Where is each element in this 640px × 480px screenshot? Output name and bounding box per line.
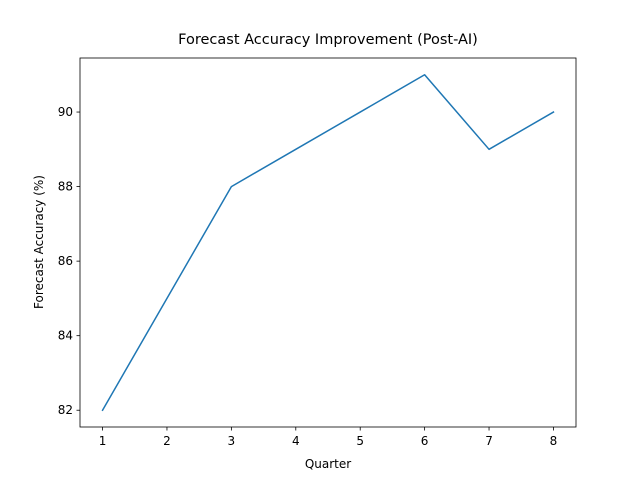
y-tick-label: 90 (58, 105, 73, 119)
x-tick-label: 3 (228, 434, 236, 448)
y-tick-label: 82 (58, 403, 73, 417)
x-tick-label: 4 (292, 434, 300, 448)
x-tick-label: 8 (550, 434, 558, 448)
x-axis-label: Quarter (305, 457, 351, 471)
y-tick-label: 88 (58, 180, 73, 194)
x-tick-label: 2 (163, 434, 171, 448)
chart-title: Forecast Accuracy Improvement (Post-AI) (178, 32, 478, 48)
line-series (101, 74, 555, 412)
y-axis-label: Forecast Accuracy (%) (32, 175, 46, 309)
x-tick-label: 5 (356, 434, 364, 448)
x-tick-label: 1 (99, 434, 107, 448)
plot-frame (79, 57, 577, 428)
x-tick-label: 7 (485, 434, 493, 448)
y-tick-label: 86 (58, 254, 73, 268)
y-tick-label: 84 (58, 329, 73, 343)
x-tick-label: 6 (421, 434, 429, 448)
